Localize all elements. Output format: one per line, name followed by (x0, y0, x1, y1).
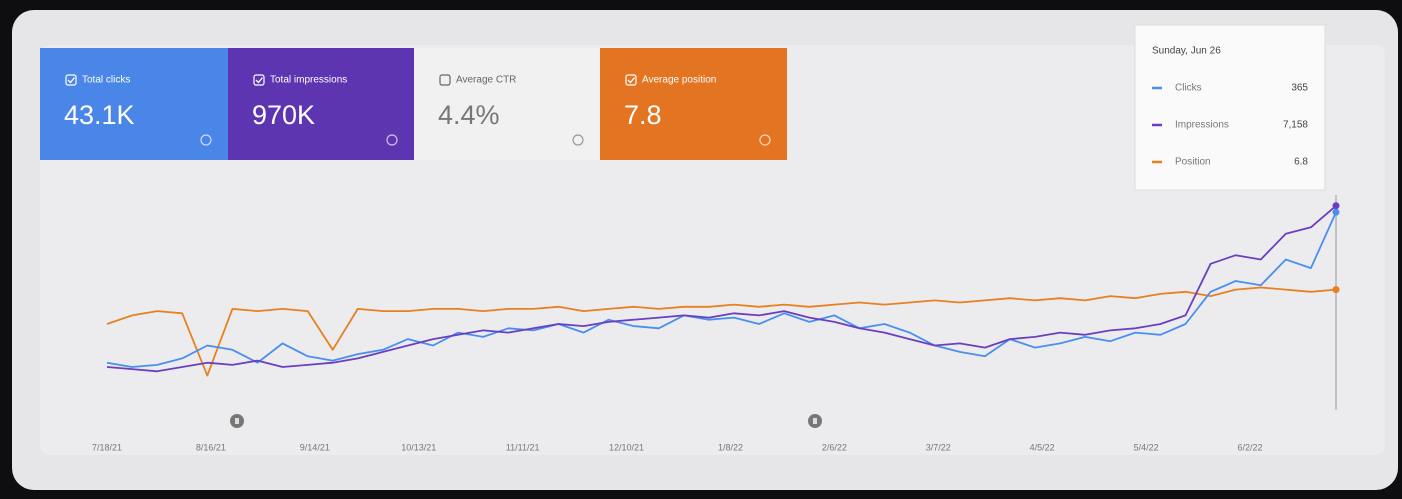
x-tick-label: 10/13/21 (401, 442, 436, 452)
check-mark (627, 77, 636, 84)
tooltip-series-name: Impressions (1175, 120, 1229, 131)
card-value: 43.1K (64, 100, 135, 130)
card-label: Total clicks (82, 75, 130, 86)
annotation-icon (813, 418, 817, 424)
annotation-icon (235, 418, 239, 424)
metric-card[interactable]: Average CTR 4.4% (414, 48, 600, 160)
series-line (106, 205, 1337, 373)
card-label: Average CTR (456, 75, 516, 86)
card-label: Total impressions (270, 75, 347, 86)
card-background (414, 48, 600, 160)
tooltip-value: 7,158 (1283, 120, 1308, 131)
x-tick-label: 8/16/21 (196, 442, 226, 452)
x-tick-label: 3/7/22 (926, 442, 951, 452)
check-mark (255, 77, 264, 84)
tooltip-series-name: Clicks (1175, 83, 1202, 94)
card-background (600, 48, 787, 160)
help-icon[interactable] (572, 134, 584, 146)
metric-card[interactable]: Total impressions 970K (228, 48, 414, 160)
card-value: 970K (252, 100, 315, 130)
checkbox (439, 74, 451, 86)
tooltip (1134, 24, 1326, 191)
card-value: 7.8 (624, 100, 662, 130)
x-tick-label: 5/4/22 (1134, 442, 1159, 452)
series-line (106, 286, 1337, 377)
help-icon[interactable] (386, 134, 398, 146)
x-tick-label: 9/14/21 (300, 442, 330, 452)
x-tick-label: 12/10/21 (609, 442, 644, 452)
metric-card[interactable]: Total clicks 43.1K (40, 48, 228, 160)
hover-point (1332, 208, 1340, 216)
x-tick-label: 4/5/22 (1030, 442, 1055, 452)
help-icon[interactable] (200, 134, 212, 146)
series-line (106, 211, 1337, 368)
tooltip-title: Sunday, Jun 26 (1152, 46, 1221, 57)
hover-point (1332, 286, 1340, 294)
x-tick-label: 11/11/21 (506, 442, 540, 452)
metric-card[interactable]: Average position 7.8 (600, 48, 787, 160)
card-background (228, 48, 414, 160)
check-mark (67, 77, 76, 84)
help-icon[interactable] (759, 134, 771, 146)
card-label: Average position (642, 75, 716, 86)
x-tick-label: 6/2/22 (1237, 442, 1262, 452)
checkbox (65, 74, 77, 86)
tooltip-value: 365 (1291, 83, 1308, 94)
tooltip-value: 6.8 (1294, 157, 1308, 168)
checkbox (625, 74, 637, 86)
checkbox (253, 74, 265, 86)
tooltip-series-name: Position (1175, 157, 1211, 168)
hover-point (1332, 202, 1340, 210)
x-tick-label: 2/6/22 (822, 442, 847, 452)
x-tick-label: 1/8/22 (718, 442, 743, 452)
card-background (40, 48, 228, 160)
card-value: 4.4% (438, 100, 500, 130)
x-tick-label: 7/18/21 (92, 442, 122, 452)
